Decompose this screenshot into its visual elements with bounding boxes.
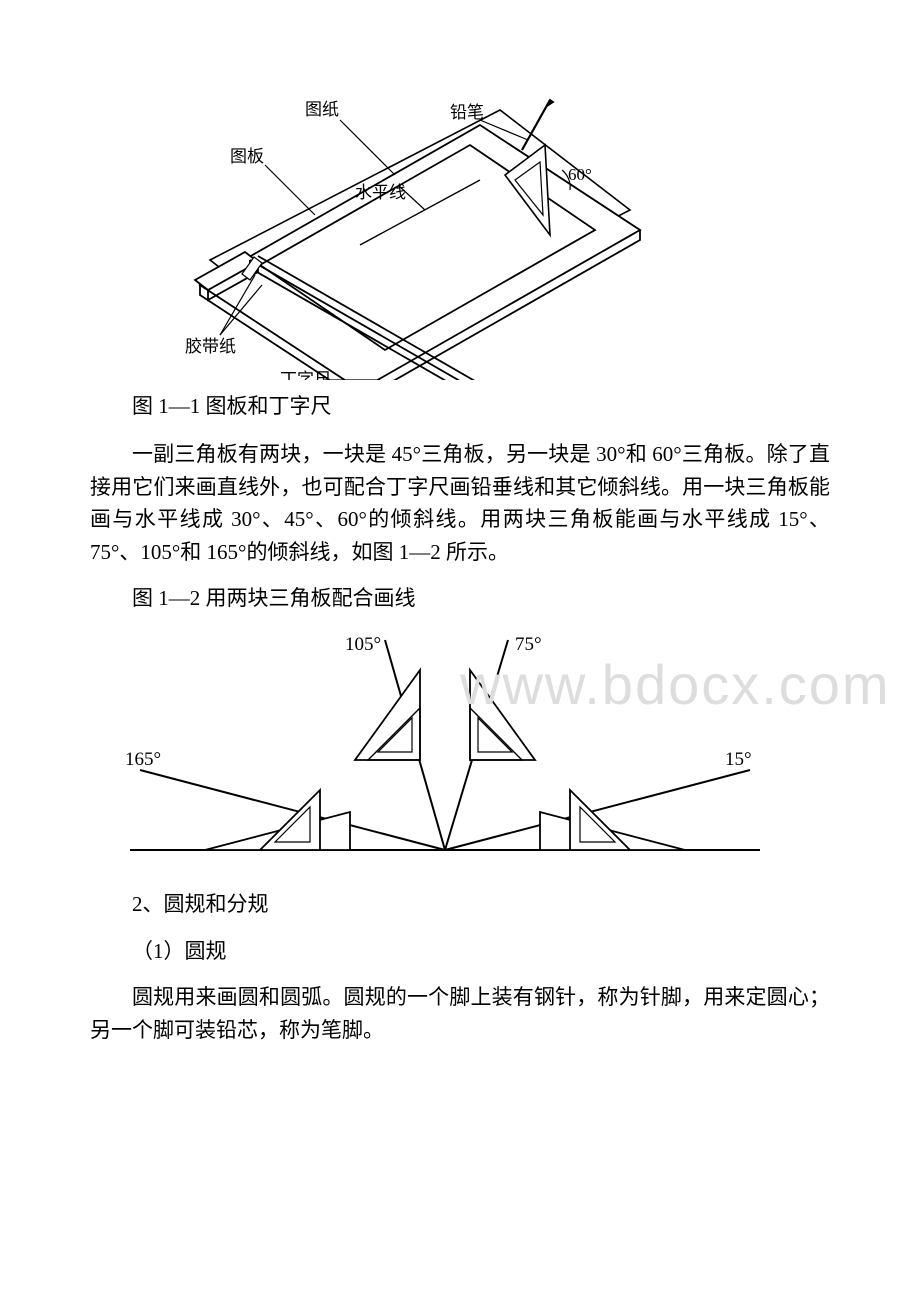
figure-1-1-caption: 图 1—1 图板和丁字尺 [90,390,830,420]
figure-1-2: www.bdocx.com [90,630,830,880]
fig2-label-105: 105° [345,634,381,655]
figure-1-2-svg: 105° 75° 165° 15° [120,630,770,880]
subheading-compass: （1）圆规 [90,935,830,968]
paragraph-compass: 圆规用来画圆和圆弧。圆规的一个脚上装有钢针，称为针脚，用来定圆心；另一个脚可装铅… [90,981,830,1046]
fig1-label-60: 60° [568,165,592,184]
fig2-label-165: 165° [125,749,161,770]
figure-1-2-caption: 图 1—2 用两块三角板配合画线 [90,582,830,612]
fig1-label-pencil: 铅笔 [450,103,484,122]
figure-1-1: 图纸 图板 水平线 铅笔 60° 胶带纸 丁字尺 [150,80,830,380]
fig1-label-hline: 水平线 [355,183,406,202]
fig2-label-15: 15° [725,749,752,770]
heading-compass: 2、圆规和分规 [90,888,830,921]
fig1-label-paper: 图纸 [305,100,339,119]
paragraph-triangles: 一副三角板有两块，一块是 45°三角板，另一块是 30°和 60°三角板。除了直… [90,438,830,568]
fig1-label-tsquare: 丁字尺 [280,370,331,380]
fig2-label-75: 75° [515,634,542,655]
fig1-label-tape: 胶带纸 [185,337,236,356]
fig1-label-board: 图板 [230,147,264,166]
figure-1-1-svg: 图纸 图板 水平线 铅笔 60° 胶带纸 丁字尺 [150,80,650,380]
